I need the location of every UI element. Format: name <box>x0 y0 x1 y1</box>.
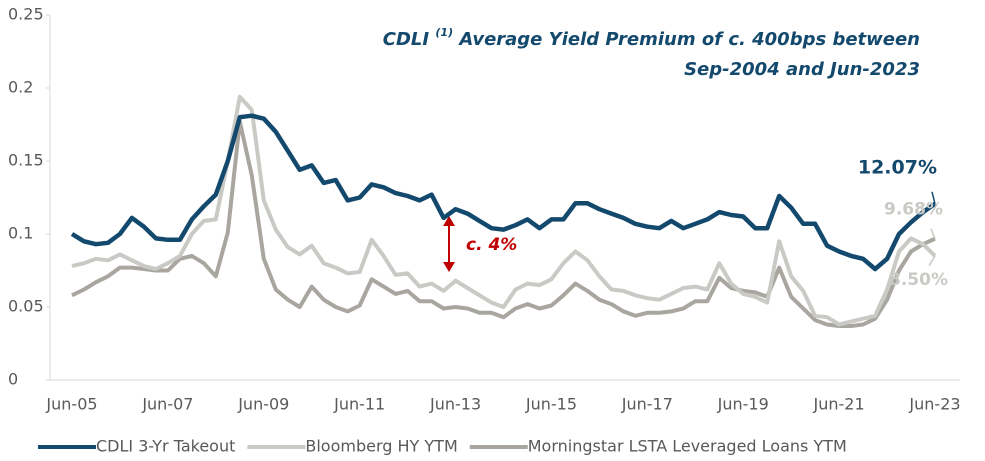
x-tick-label: Jun-09 <box>237 395 289 414</box>
x-tick-label: Jun-23 <box>908 395 960 414</box>
label-leader <box>930 228 936 239</box>
series-line <box>70 113 937 272</box>
x-tick-label: Jun-19 <box>717 395 769 414</box>
annotation: c. 4% <box>466 235 517 255</box>
chart-title-line2: Sep-2004 and Jun-2023 <box>684 59 920 80</box>
x-tick-label: Jun-11 <box>333 395 385 414</box>
y-tick-label: 0.2 <box>8 78 33 97</box>
label-leader <box>931 191 936 204</box>
gap-arrow <box>443 216 455 272</box>
value-label: 12.07% <box>858 156 937 178</box>
legend-label: Morningstar LSTA Leveraged Loans YTM <box>528 437 847 456</box>
y-tick-label: 0.15 <box>8 151 44 170</box>
title-note: (1) <box>435 26 453 39</box>
y-tick-label: 0.25 <box>8 5 44 24</box>
value-label: 9.68% <box>884 200 943 220</box>
x-tick-label: Jun-05 <box>45 395 97 414</box>
x-tick-label: Jun-21 <box>813 395 865 414</box>
title-rest: Average Yield Premium of c. 400bps betwe… <box>457 29 920 50</box>
series-line <box>71 119 936 328</box>
y-tick-label: 0.05 <box>8 297 44 316</box>
title-lead: CDLI <box>383 29 430 50</box>
legend-label: CDLI 3-Yr Takeout <box>96 437 235 456</box>
y-tick-label: 0.1 <box>8 224 33 243</box>
chart-title: CDLI (1) Average Yield Premium of c. 400… <box>383 22 920 50</box>
x-tick-label: Jun-15 <box>525 395 577 414</box>
x-tick-label: Jun-13 <box>429 395 481 414</box>
label-leader <box>928 255 936 267</box>
value-label: 8.50% <box>889 270 948 290</box>
y-tick-label: 0 <box>8 370 18 389</box>
x-tick-label: Jun-07 <box>141 395 193 414</box>
x-tick-label: Jun-17 <box>621 395 673 414</box>
legend-label: Bloomberg HY YTM <box>305 437 457 456</box>
series-line <box>71 94 937 327</box>
